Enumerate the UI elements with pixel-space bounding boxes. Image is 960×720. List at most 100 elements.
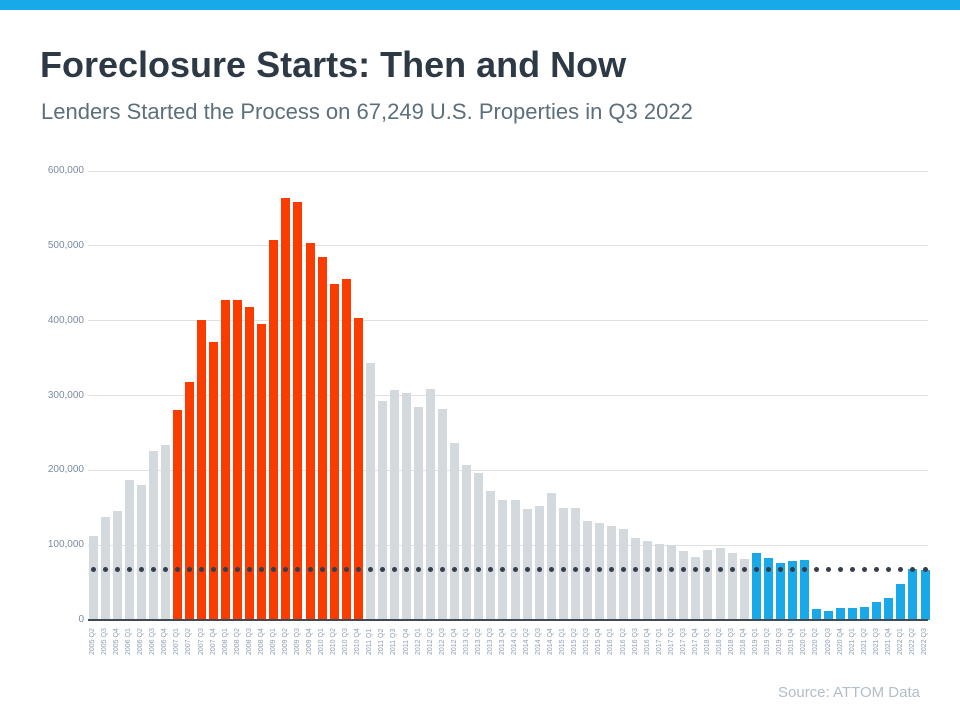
chart-bar: [920, 569, 930, 620]
reference-line-dot: [669, 567, 675, 573]
x-axis-tick-label: 2017 Q1: [655, 628, 663, 655]
reference-line-dot: [367, 567, 373, 573]
reference-line-dot: [223, 567, 229, 573]
chart-bar: [848, 608, 858, 620]
x-axis-tick-label: 2009 Q2: [281, 628, 289, 655]
reference-line-dot: [705, 567, 711, 573]
x-axis-tick-label: 2011 Q2: [378, 628, 386, 655]
chart-bar: [269, 239, 279, 620]
y-axis-tick-label: 300,000: [47, 389, 84, 401]
chart-bar: [257, 323, 267, 620]
x-axis-tick-label: 2015 Q1: [559, 628, 567, 655]
x-axis-tick-label: 2018 Q2: [716, 628, 723, 655]
chart-bar: [558, 507, 568, 620]
reference-line-dot: [741, 567, 747, 573]
chart-bar: [377, 401, 387, 620]
x-axis-tick-label: 2010 Q3: [342, 628, 350, 655]
chart-bar: [426, 388, 436, 620]
reference-line-dot: [126, 567, 132, 573]
y-axis-tick-label: 500,000: [47, 239, 84, 251]
x-axis-tick-label: 2021 Q4: [884, 628, 892, 655]
reference-line-dot: [850, 567, 856, 573]
x-axis-tick-label: 2014 Q3: [535, 628, 543, 655]
reference-line-dot: [235, 567, 241, 573]
x-axis-tick-label: 2020 Q2: [812, 628, 820, 655]
chart-bar: [112, 511, 122, 620]
chart-bar: [606, 526, 616, 620]
top-accent-bar: [0, 0, 960, 10]
reference-line-dot: [572, 567, 578, 573]
chart-bar: [510, 499, 520, 620]
x-axis-tick-label: 2013 Q4: [498, 628, 506, 655]
x-axis-tick-label: 2015 Q3: [583, 628, 591, 655]
x-axis-tick-label: 2009 Q1: [269, 628, 277, 655]
reference-line-dot: [560, 567, 566, 573]
x-axis-tick-label: 2011 Q3: [390, 628, 398, 655]
reference-line-dot: [500, 567, 506, 573]
x-axis-tick-label: 2008 Q1: [221, 628, 229, 655]
reference-line-dot: [488, 567, 494, 573]
reference-line-dot: [621, 567, 627, 573]
x-axis-tick-label: 2012 Q2: [426, 628, 434, 655]
reference-line-dot: [524, 567, 530, 573]
reference-line-dot: [138, 567, 144, 573]
reference-line-dot: [391, 567, 397, 573]
reference-line-dot: [428, 567, 434, 573]
gridline-400000: [88, 320, 928, 322]
x-axis-tick-label: 2005 Q2: [89, 628, 96, 655]
reference-line-dot: [693, 567, 699, 573]
reference-line-dot: [199, 567, 205, 573]
x-axis-tick-label: 2016 Q4: [643, 628, 651, 655]
reference-line-dot: [886, 567, 892, 573]
chart-bar: [136, 484, 146, 620]
reference-line-dot: [247, 567, 253, 573]
x-axis-tick-label: 2016 Q1: [607, 628, 615, 655]
page-subtitle: Lenders Started the Process on 67,249 U.…: [41, 99, 693, 124]
reference-line-dot: [102, 567, 108, 573]
x-axis-tick-label: 2007 Q4: [209, 628, 217, 655]
x-axis-tick-label: 2006 Q1: [125, 628, 133, 655]
reference-line-dot: [271, 567, 277, 573]
reference-line-dot: [826, 567, 832, 573]
reference-line-dot: [295, 567, 301, 573]
chart-bar: [305, 242, 315, 620]
reference-line-dot: [259, 567, 265, 573]
reference-line-dot: [343, 567, 349, 573]
x-axis-tick-label: 2021 Q2: [860, 628, 868, 655]
chart-bar: [787, 560, 797, 620]
chart-bar: [438, 408, 448, 620]
reference-line-dot: [596, 567, 602, 573]
chart-bar: [88, 536, 98, 620]
chart-bar: [124, 480, 134, 620]
x-axis-tick-label: 2019 Q4: [788, 628, 796, 655]
reference-line-dot: [681, 567, 687, 573]
x-axis-tick-label: 2013 Q1: [462, 628, 470, 655]
reference-line-dot: [657, 567, 663, 573]
x-axis-tick-label: 2012 Q4: [450, 628, 458, 655]
chart-bar: [462, 465, 472, 620]
chart-bar: [221, 299, 231, 620]
chart-bar: [281, 197, 291, 620]
x-axis-tick-label: 2020 Q3: [824, 628, 832, 655]
reference-line-dot: [186, 567, 192, 573]
reference-line-dot: [584, 567, 590, 573]
x-axis-tick-label: 2011 Q1: [366, 628, 374, 655]
x-axis-tick-label: 2012 Q3: [438, 628, 446, 655]
x-axis-tick-label: 2019 Q3: [776, 628, 784, 655]
chart-bar: [184, 382, 194, 620]
y-axis-tick-label: 600,000: [47, 165, 84, 176]
x-axis-tick-label: 2016 Q2: [619, 628, 627, 655]
y-axis-tick-label: 0: [78, 614, 84, 625]
reference-line-dot: [898, 567, 904, 573]
reference-line-dot: [717, 567, 723, 573]
chart-bar: [317, 257, 327, 620]
reference-line-dot: [862, 567, 868, 573]
y-axis-tick-label: 400,000: [47, 314, 84, 326]
chart-bar: [233, 300, 243, 620]
chart-bar: [860, 607, 870, 620]
reference-line-dot: [765, 567, 771, 573]
chart-bar: [522, 509, 532, 620]
chart-bar: [172, 410, 182, 620]
reference-line-dot: [789, 567, 795, 573]
